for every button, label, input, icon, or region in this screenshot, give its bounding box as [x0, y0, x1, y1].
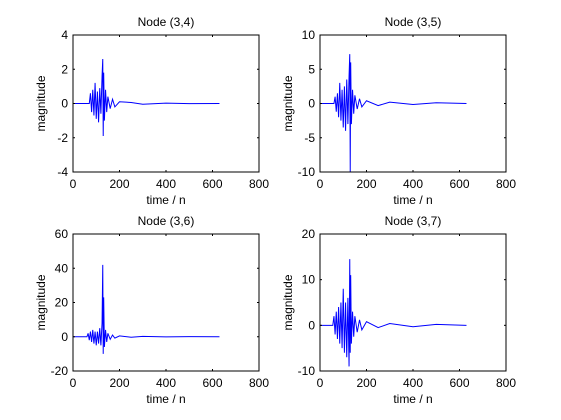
x-tick-label: 800 [496, 177, 516, 191]
subplot-2: 0 200 400 600 800 -10 -5 0 5 10 Node (3,5) time / n… [281, 15, 516, 207]
x-tick-label: 400 [403, 376, 423, 390]
chart-title: Node (3,6) [138, 214, 195, 228]
y-tick-label: -10 [298, 165, 316, 179]
x-tick-label: 400 [403, 177, 423, 191]
chart-title: Node (3,5) [385, 15, 442, 29]
series-line-1 [320, 259, 467, 367]
x-tick-label: 800 [249, 376, 269, 390]
y-axis-label: magnitude [281, 75, 295, 131]
y-tick-label: 0 [308, 318, 315, 332]
y-tick-label: -10 [298, 364, 316, 378]
series-line-1 [73, 58, 220, 137]
y-tick-label: 0 [61, 330, 68, 344]
y-tick-label: 20 [55, 296, 69, 310]
y-tick-label: -2 [57, 131, 68, 145]
x-tick-label: 200 [109, 177, 129, 191]
x-axis-label: time / n [146, 193, 185, 207]
x-tick-label: 200 [356, 177, 376, 191]
x-tick-label: 600 [449, 177, 469, 191]
y-tick-label: -4 [57, 165, 68, 179]
x-tick-label: 400 [156, 177, 176, 191]
y-tick-label: 0 [308, 97, 315, 111]
y-tick-label: 20 [302, 227, 316, 241]
x-axis-label: time / n [146, 392, 185, 406]
series-line-1 [73, 264, 220, 354]
x-tick-label: 200 [356, 376, 376, 390]
x-tick-label: 600 [202, 177, 222, 191]
y-tick-label: -20 [51, 364, 69, 378]
subplot-1: 0 200 400 600 800 -4 -2 0 2 4 Node (3,4) time / n ma… [34, 15, 269, 207]
chart-title: Node (3,7) [385, 214, 442, 228]
x-tick-label: 400 [156, 376, 176, 390]
y-tick-label: 5 [308, 62, 315, 76]
series-line-1 [320, 54, 467, 173]
x-tick-label: 800 [496, 376, 516, 390]
x-tick-label: 600 [202, 376, 222, 390]
y-axis-label: magnitude [34, 75, 48, 131]
y-tick-label: 0 [61, 97, 68, 111]
x-tick-label: 0 [317, 177, 324, 191]
chart-title: Node (3,4) [138, 15, 195, 29]
x-axis-label: time / n [393, 193, 432, 207]
y-axis-label: magnitude [281, 274, 295, 330]
y-tick-label: 10 [302, 28, 316, 42]
x-tick-label: 200 [109, 376, 129, 390]
x-tick-label: 0 [70, 376, 77, 390]
y-tick-label: 60 [55, 227, 69, 241]
x-axis-label: time / n [393, 392, 432, 406]
x-tick-label: 600 [449, 376, 469, 390]
y-tick-label: 2 [61, 62, 68, 76]
x-tick-label: 800 [249, 177, 269, 191]
x-tick-label: 0 [70, 177, 77, 191]
y-tick-label: -5 [304, 131, 315, 145]
y-axis-label: magnitude [34, 274, 48, 330]
x-tick-label: 0 [317, 376, 324, 390]
y-tick-label: 40 [55, 261, 69, 275]
y-tick-label: 10 [302, 273, 316, 287]
y-tick-label: 4 [61, 28, 68, 42]
plot-area [73, 234, 259, 371]
